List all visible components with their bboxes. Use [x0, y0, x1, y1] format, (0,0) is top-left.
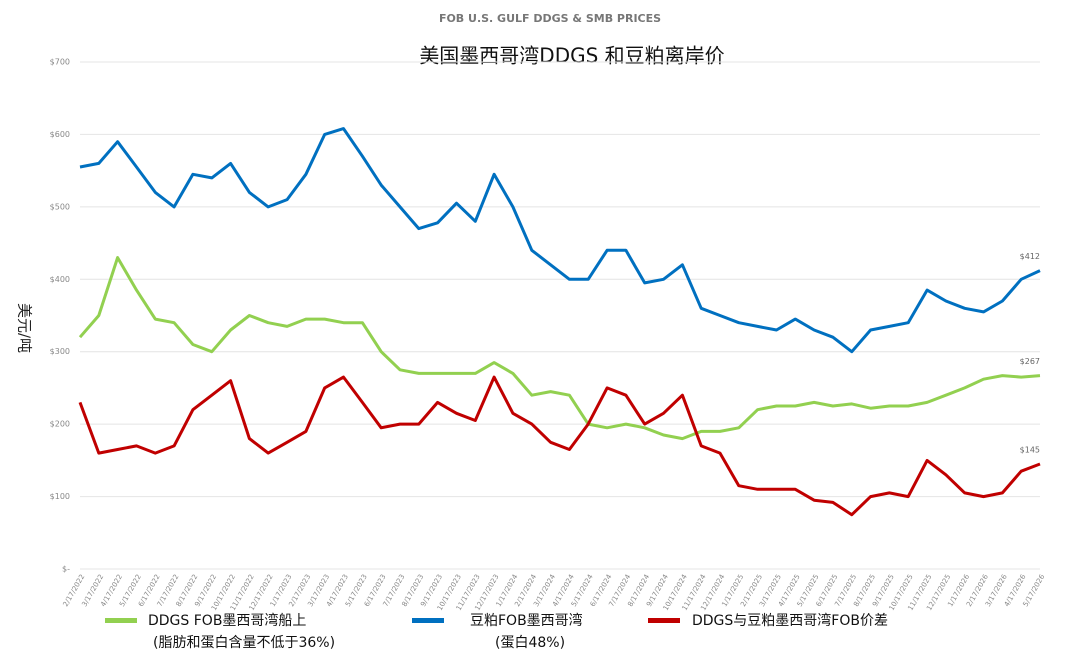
y-tick-label: $200: [50, 420, 70, 429]
y-tick-label: $600: [50, 130, 70, 139]
legend-swatch: [412, 618, 444, 623]
legend-label: 豆粕FOB墨西哥湾: [470, 612, 583, 629]
chart-title: FOB U.S. GULF DDGS & SMB PRICES: [439, 12, 661, 25]
y-tick-label: $400: [50, 275, 70, 284]
legend-swatch: [105, 618, 137, 623]
legend-swatch: [648, 618, 680, 623]
series-line: [79, 127, 1041, 354]
chart-subtitle: 美国墨西哥湾DDGS 和豆粕离岸价: [419, 44, 724, 68]
y-tick-label: $-: [62, 565, 70, 574]
y-tick-label: $500: [50, 202, 70, 211]
series-line: [78, 256, 1041, 441]
y-tick-label: $300: [50, 347, 70, 356]
data-label: $412: [1020, 252, 1040, 261]
data-label: $267: [1020, 357, 1040, 366]
y-axis-label: 美元/吨: [16, 303, 34, 353]
y-tick-label: $100: [50, 492, 70, 501]
series-line: [78, 375, 1041, 517]
y-tick-label: $700: [50, 58, 70, 67]
legend-label: (蛋白48%): [495, 635, 565, 651]
subtitle-box: [368, 36, 780, 78]
legend-label: DDGS FOB墨西哥湾船上: [148, 612, 306, 629]
legend-label: DDGS与豆粕墨西哥湾FOB价差: [692, 612, 888, 629]
data-label: $145: [1020, 445, 1040, 454]
legend-label: (脂肪和蛋白含量不低于36%): [153, 635, 335, 651]
